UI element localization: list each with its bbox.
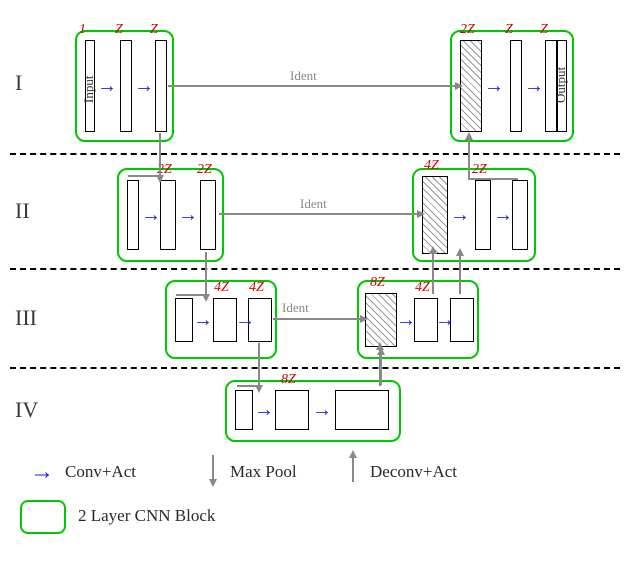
legend-deconv: Deconv+Act bbox=[370, 462, 457, 482]
conv-arrow-icon: → bbox=[134, 76, 154, 96]
maxpool-feed bbox=[237, 385, 258, 387]
r4-2 bbox=[275, 390, 309, 430]
r2-r-1 bbox=[422, 176, 448, 254]
r2-l-2 bbox=[160, 180, 176, 250]
z-label: Z bbox=[150, 22, 158, 38]
z-label: 4Z bbox=[214, 280, 229, 296]
r4-3 bbox=[335, 390, 389, 430]
deconv-feed bbox=[468, 178, 518, 180]
z-label: Z bbox=[115, 22, 123, 38]
maxpool-arrow bbox=[258, 343, 260, 385]
conv-arrow-icon: → bbox=[193, 310, 213, 330]
r3-l-2 bbox=[213, 298, 237, 342]
box-vtext: Input bbox=[81, 67, 97, 103]
legend-pool: Max Pool bbox=[230, 462, 297, 482]
conv-arrow-icon: → bbox=[97, 76, 117, 96]
conv-arrow-icon: → bbox=[141, 205, 161, 225]
row-label: I bbox=[15, 70, 22, 96]
ident-label: Ident bbox=[300, 196, 327, 212]
ident-arrow bbox=[168, 85, 455, 87]
r2-l-1 bbox=[127, 180, 139, 250]
z-label: 4Z bbox=[249, 280, 264, 296]
r2-l-3 bbox=[200, 180, 216, 250]
r2-r-3 bbox=[512, 180, 528, 250]
z-label: 1 bbox=[79, 22, 86, 38]
legend-block: 2 Layer CNN Block bbox=[78, 506, 215, 526]
deconv-arrow bbox=[380, 355, 382, 385]
legend-conv: Conv+Act bbox=[65, 462, 136, 482]
deconv-arrow bbox=[432, 254, 434, 294]
r3-r-1 bbox=[365, 293, 397, 347]
r3-l-1 bbox=[175, 298, 193, 342]
row-label: III bbox=[15, 305, 37, 331]
conv-arrow-icon: → bbox=[235, 310, 255, 330]
legend-block-icon bbox=[20, 500, 66, 534]
row-divider bbox=[10, 268, 620, 270]
row-label: II bbox=[15, 198, 30, 224]
z-label: 4Z bbox=[424, 158, 439, 174]
diagram-canvas: IIIIIIIV1InputZZ2ZZZOutput2Z2Z4Z2Z4Z4Z8Z… bbox=[0, 0, 640, 568]
conv-arrow-icon: → bbox=[450, 205, 470, 225]
legend-deconv-arrow-icon bbox=[352, 458, 354, 482]
z-label: 2Z bbox=[197, 162, 212, 178]
ident-arrow bbox=[219, 213, 417, 215]
conv-arrow-icon: → bbox=[484, 76, 504, 96]
maxpool-feed bbox=[128, 175, 159, 177]
r2-r-2 bbox=[475, 180, 491, 250]
row-divider bbox=[10, 153, 620, 155]
ident-arrow bbox=[273, 318, 360, 320]
r4-1 bbox=[235, 390, 253, 430]
maxpool-arrow bbox=[159, 133, 161, 175]
conv-arrow-icon: → bbox=[396, 310, 416, 330]
ident-label: Ident bbox=[290, 68, 317, 84]
z-label: 2Z bbox=[460, 22, 475, 38]
legend-maxpool-arrow-icon bbox=[212, 455, 214, 479]
conv-arrow-icon: → bbox=[178, 205, 198, 225]
legend-conv-arrow-icon: → bbox=[30, 460, 54, 484]
conv-arrow-icon: → bbox=[312, 400, 332, 420]
conv-arrow-icon: → bbox=[435, 310, 455, 330]
r1-l-3 bbox=[155, 40, 167, 132]
z-label: Z bbox=[505, 22, 513, 38]
ident-label: Ident bbox=[282, 300, 309, 316]
box-vtext: Output bbox=[553, 67, 569, 103]
r1-r-2 bbox=[510, 40, 522, 132]
r1-r-1 bbox=[460, 40, 482, 132]
deconv-arrow bbox=[459, 256, 461, 294]
conv-arrow-icon: → bbox=[254, 400, 274, 420]
maxpool-feed bbox=[176, 294, 205, 296]
conv-arrow-icon: → bbox=[524, 76, 544, 96]
row-divider bbox=[10, 367, 620, 369]
maxpool-arrow bbox=[205, 252, 207, 294]
z-label: 2Z bbox=[472, 162, 487, 178]
z-label: 8Z bbox=[370, 275, 385, 291]
z-label: 4Z bbox=[415, 280, 430, 296]
deconv-arrow bbox=[468, 140, 470, 178]
row-label: IV bbox=[15, 397, 38, 423]
z-label: 8Z bbox=[281, 372, 296, 388]
r1-l-2 bbox=[120, 40, 132, 132]
z-label: Z bbox=[540, 22, 548, 38]
conv-arrow-icon: → bbox=[493, 205, 513, 225]
